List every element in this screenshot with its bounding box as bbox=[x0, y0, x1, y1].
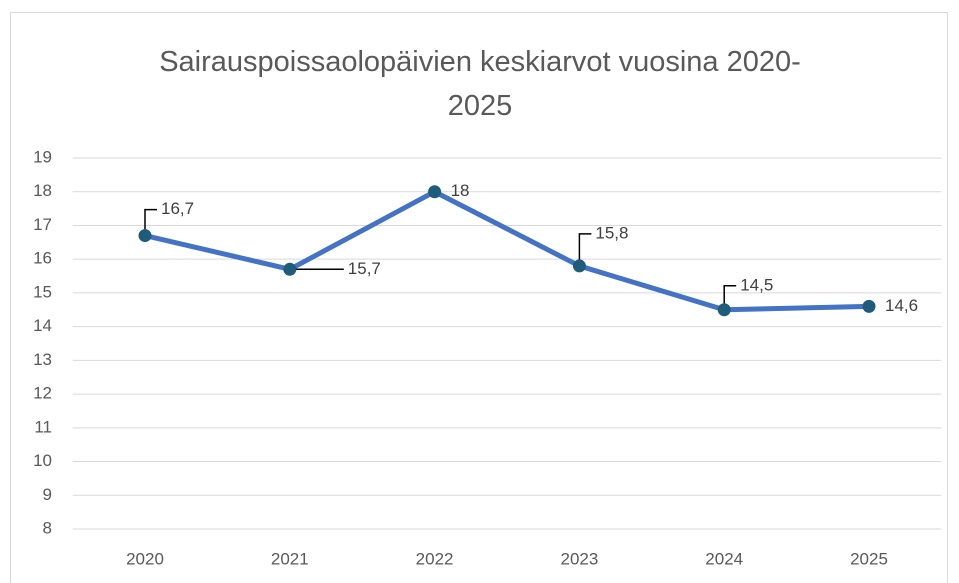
y-tick-label: 12 bbox=[33, 384, 52, 403]
chart-title: Sairauspoissaolopäivien keskiarvot vuosi… bbox=[159, 46, 801, 122]
data-label: 18 bbox=[451, 181, 470, 200]
chart-frame bbox=[10, 12, 948, 583]
y-tick-label: 11 bbox=[34, 417, 52, 436]
marker bbox=[717, 303, 731, 317]
x-tick-label: 2022 bbox=[416, 549, 454, 568]
y-tick-label: 18 bbox=[33, 181, 52, 200]
data-label: 16,7 bbox=[161, 199, 194, 218]
y-tick-label: 13 bbox=[33, 350, 52, 369]
x-tick-label: 2024 bbox=[705, 549, 743, 568]
line bbox=[144, 189, 870, 313]
x-tick-label: 2020 bbox=[126, 549, 164, 568]
y-tick-label: 16 bbox=[33, 249, 52, 268]
data-label: 14,6 bbox=[885, 296, 918, 315]
data-label: 15,7 bbox=[348, 259, 381, 278]
marker bbox=[428, 185, 442, 199]
y-tick-label: 9 bbox=[43, 485, 52, 504]
y-tick-label: 8 bbox=[43, 518, 52, 537]
x-tick-label: 2023 bbox=[560, 549, 598, 568]
marker bbox=[138, 229, 152, 243]
leader-line bbox=[144, 208, 157, 236]
marker bbox=[283, 262, 297, 276]
x-tick-label: 2025 bbox=[850, 549, 888, 568]
x-tick-label: 2021 bbox=[271, 549, 309, 568]
marker bbox=[572, 259, 586, 273]
data-label: 15,8 bbox=[595, 223, 628, 242]
y-tick-label: 15 bbox=[33, 282, 52, 301]
leader-line bbox=[578, 233, 592, 266]
y-tick-label: 10 bbox=[33, 451, 52, 470]
leader-line bbox=[723, 285, 737, 310]
y-tick-label: 14 bbox=[33, 316, 52, 335]
y-tick-label: 17 bbox=[33, 215, 52, 234]
data-label: 14,5 bbox=[740, 275, 773, 294]
y-tick-label: 19 bbox=[33, 147, 52, 166]
marker bbox=[862, 299, 876, 313]
